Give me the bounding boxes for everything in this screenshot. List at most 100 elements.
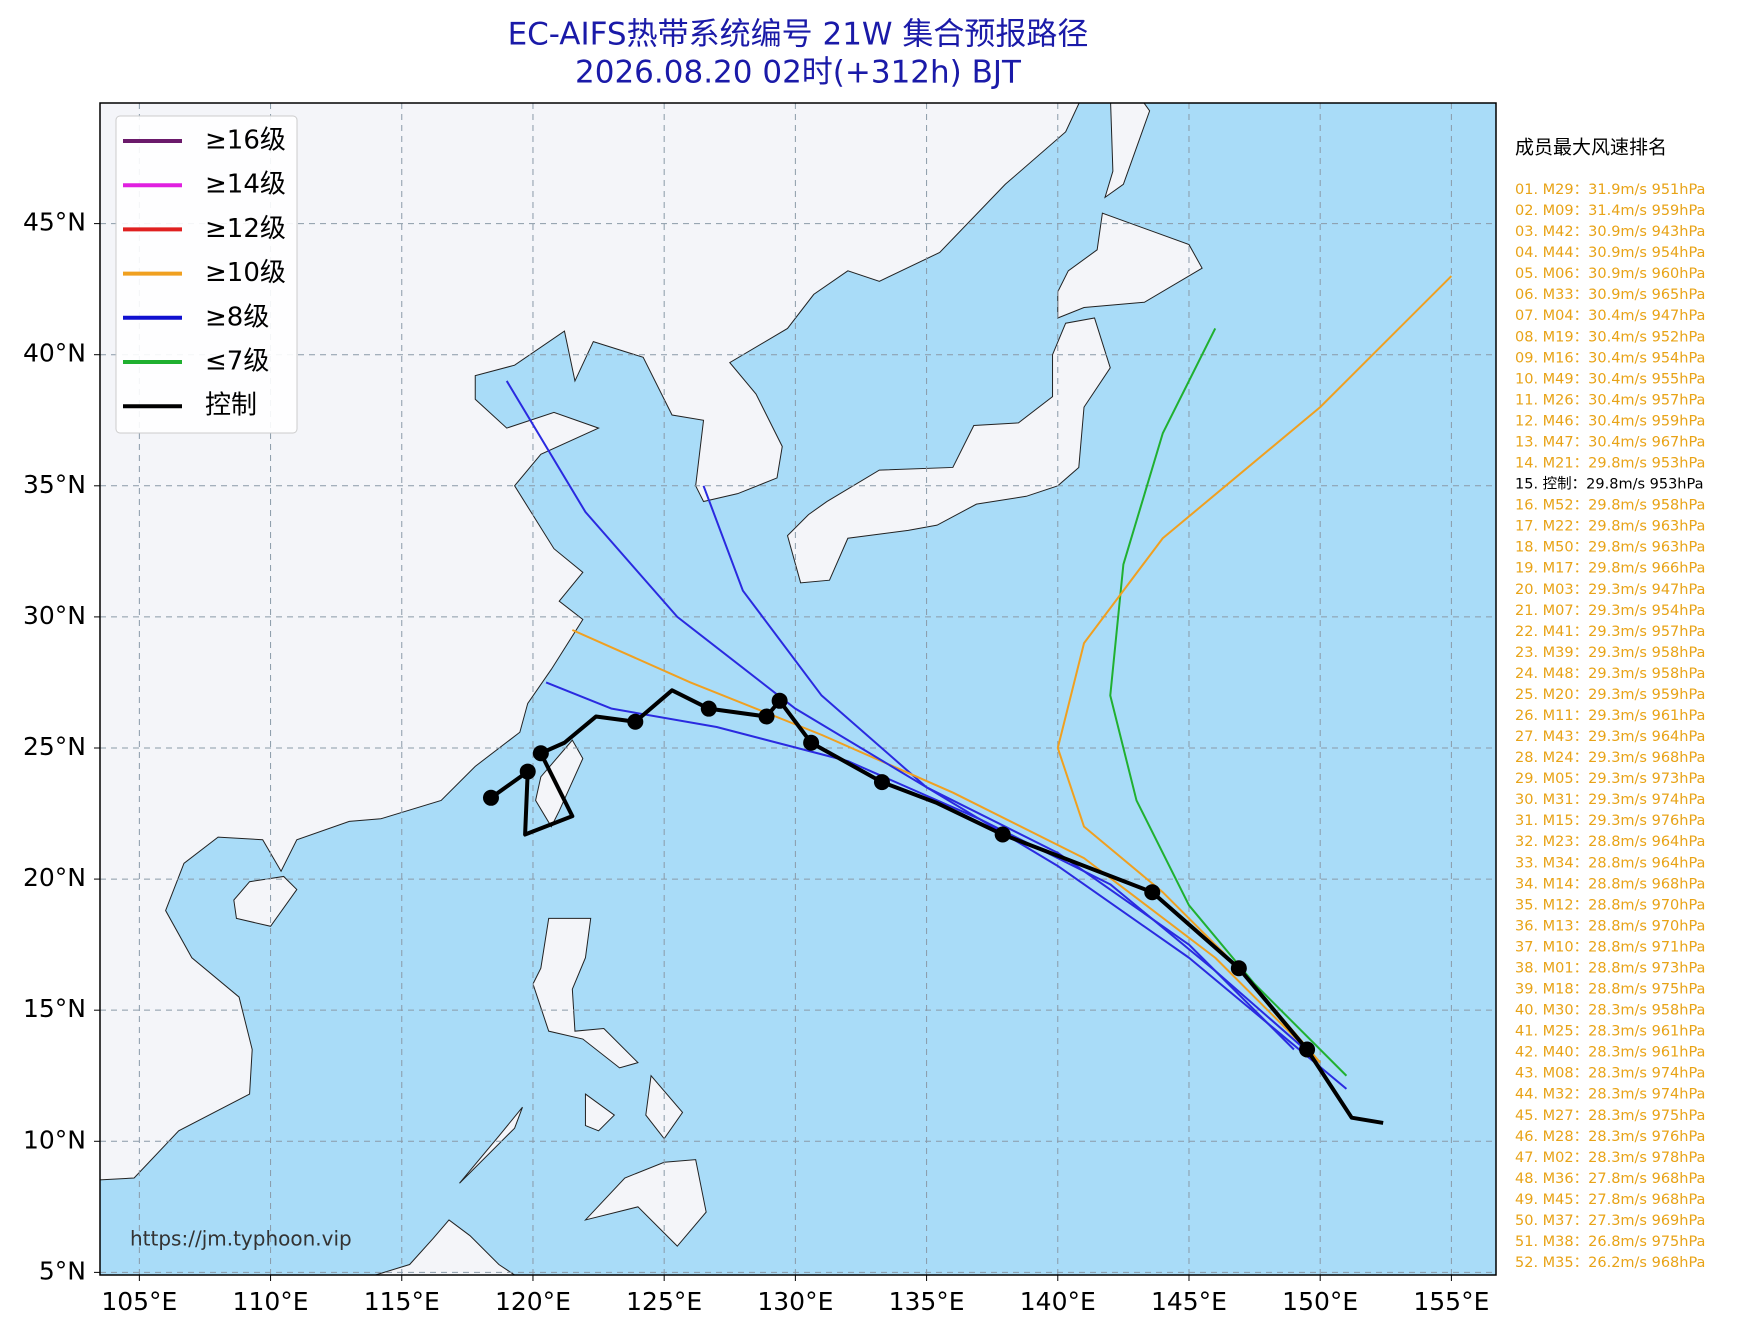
ranking-title: 成员最大风速排名: [1515, 137, 1667, 159]
panay: [585, 1094, 614, 1131]
legend-label: 控制: [205, 391, 257, 421]
borneo: [376, 1220, 515, 1275]
ranking-entry: 21. M07：29.3m/s 954hPa: [1515, 603, 1705, 619]
ranking-entry: 35. M12：28.8m/s 970hPa: [1515, 897, 1705, 913]
y-tick-label: 25°N: [23, 732, 86, 761]
x-tick-label: 105°E: [101, 1287, 177, 1316]
y-tick-label: 40°N: [23, 339, 86, 368]
ranking-entry: 34. M14：28.8m/s 968hPa: [1515, 876, 1705, 892]
subtitle: 2026.08.20 02时(+312h) BJT: [575, 55, 1022, 91]
ranking-entry: 52. M35：26.2m/s 968hPa: [1515, 1255, 1705, 1271]
control-point: [1144, 884, 1161, 901]
y-tick-label: 35°N: [23, 470, 86, 499]
x-tick-label: 150°E: [1282, 1287, 1358, 1316]
ranking-entry: 40. M30：28.3m/s 958hPa: [1515, 1003, 1705, 1019]
y-tick-label: 20°N: [23, 863, 86, 892]
control-point: [482, 789, 499, 806]
title: EC-AIFS热带系统编号 21W 集合预报路径: [508, 17, 1089, 53]
legend-label: ≥10级: [205, 258, 286, 288]
control-point: [519, 763, 536, 780]
hokkaido: [1058, 213, 1202, 318]
map-frame: [99, 102, 1497, 1276]
y-tick-label: 15°N: [23, 994, 86, 1023]
control-point: [700, 700, 717, 717]
ranking-entry: 38. M01：28.8m/s 973hPa: [1515, 960, 1705, 976]
y-tick-label: 10°N: [23, 1125, 86, 1154]
ranking-entry: 26. M11：29.3m/s 961hPa: [1515, 708, 1705, 724]
x-tick-label: 125°E: [626, 1287, 702, 1316]
x-tick-label: 145°E: [1151, 1287, 1227, 1316]
x-tick-label: 140°E: [1020, 1287, 1096, 1316]
x-tick-label: 120°E: [495, 1287, 571, 1316]
ranking-entry: 16. M52：29.8m/s 958hPa: [1515, 498, 1705, 514]
y-tick-label: 30°N: [23, 601, 86, 630]
ranking-entry: 43. M08：28.3m/s 974hPa: [1515, 1066, 1705, 1082]
ranking-entry: 17. M22：29.8m/s 963hPa: [1515, 519, 1705, 535]
control-point: [771, 692, 788, 709]
control-point: [1230, 960, 1247, 977]
ranking-entry: 11. M26：30.4m/s 957hPa: [1515, 392, 1705, 408]
ranking-entry: 14. M21：29.8m/s 953hPa: [1515, 456, 1705, 472]
member-track: [545, 681, 1321, 1064]
member-track: [1056, 275, 1453, 1064]
legend-label: ≥12级: [205, 214, 286, 244]
ranking-entry: 19. M17：29.8m/s 966hPa: [1515, 561, 1705, 577]
mindanao: [585, 1160, 706, 1247]
palawan: [459, 1107, 522, 1183]
ranking-entry: 30. M31：29.3m/s 974hPa: [1515, 792, 1705, 808]
control-point: [994, 826, 1011, 843]
hainan: [234, 876, 297, 926]
sakhalin: [1105, 103, 1150, 198]
mainland: [100, 103, 1084, 1181]
ranking-entry: 12. M46：30.4m/s 959hPa: [1515, 413, 1705, 429]
control-point: [758, 708, 775, 725]
ranking-entry: 05. M06：30.9m/s 960hPa: [1515, 266, 1705, 282]
x-tick-label: 135°E: [889, 1287, 965, 1316]
member-track: [702, 485, 1348, 1090]
ranking-entry: 04. M44：30.9m/s 954hPa: [1515, 245, 1705, 261]
ranking-entry: 23. M39：29.3m/s 958hPa: [1515, 645, 1705, 661]
ranking-entry: 45. M27：28.3m/s 975hPa: [1515, 1108, 1705, 1124]
ranking-entry: 48. M36：27.8m/s 968hPa: [1515, 1171, 1705, 1187]
ranking-entry: 24. M48：29.3m/s 958hPa: [1515, 666, 1705, 682]
honshu: [788, 318, 1111, 583]
ranking-entry: 50. M37：27.3m/s 969hPa: [1515, 1213, 1705, 1229]
ranking-entry: 13. M47：30.4m/s 967hPa: [1515, 434, 1705, 450]
ranking-entry: 44. M32：28.3m/s 974hPa: [1515, 1087, 1705, 1103]
ranking-entry: 20. M03：29.3m/s 947hPa: [1515, 582, 1705, 598]
ranking-entry: 33. M34：28.8m/s 964hPa: [1515, 855, 1705, 871]
ranking-entry: 32. M23：28.8m/s 964hPa: [1515, 834, 1705, 850]
ranking-entry: 37. M10：28.8m/s 971hPa: [1515, 939, 1705, 955]
legend-label: ≤7级: [205, 347, 269, 377]
watermark: @weather爱好者: [738, 1275, 1062, 1321]
member-track: [571, 629, 1321, 1064]
member-track: [505, 380, 1295, 1051]
legend-label: ≥8级: [205, 302, 269, 332]
legend-box: [115, 115, 298, 434]
ranking-entry: 02. M09：31.4m/s 959hPa: [1515, 203, 1705, 219]
legend-label: ≥16级: [205, 126, 286, 156]
ranking-entry: 10. M49：30.4m/s 955hPa: [1515, 371, 1705, 387]
ranking-entry: 01. M29：31.9m/s 951hPa: [1515, 182, 1705, 198]
ranking-entry: 46. M28：28.3m/s 976hPa: [1515, 1129, 1705, 1145]
ranking-entry: 22. M41：29.3m/s 957hPa: [1515, 624, 1705, 640]
ranking-entry: 07. M04：30.4m/s 947hPa: [1515, 308, 1705, 324]
map-layer: [100, 103, 1496, 1275]
y-tick-label: 5°N: [39, 1256, 86, 1285]
x-tick-label: 115°E: [364, 1287, 440, 1316]
y-tick-label: 45°N: [23, 208, 86, 237]
control-point: [803, 734, 820, 751]
x-tick-label: 130°E: [757, 1287, 833, 1316]
ranking-entry: 31. M15：29.3m/s 976hPa: [1515, 813, 1705, 829]
x-tick-label: 110°E: [233, 1287, 309, 1316]
x-tick-label: 155°E: [1413, 1287, 1489, 1316]
control-point: [627, 713, 644, 730]
taiwan: [536, 740, 583, 827]
ranking-entry: 42. M40：28.3m/s 961hPa: [1515, 1045, 1705, 1061]
control-point: [532, 745, 549, 762]
ranking-entry: 06. M33：30.9m/s 965hPa: [1515, 287, 1705, 303]
ranking-entry: 28. M24：29.3m/s 968hPa: [1515, 750, 1705, 766]
land: [100, 103, 1202, 1275]
